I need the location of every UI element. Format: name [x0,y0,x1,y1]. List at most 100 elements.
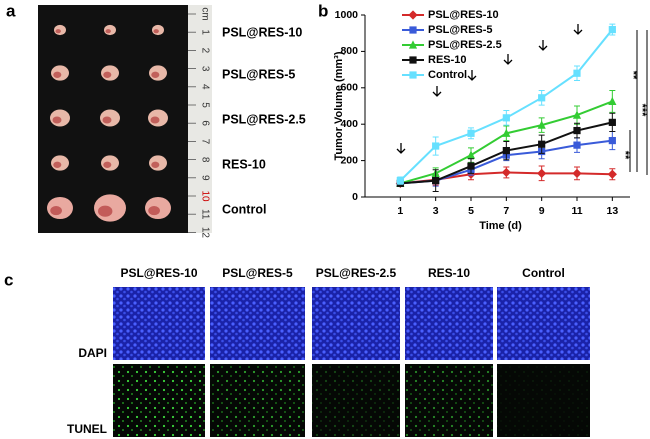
microscopy: c PSL@RES-10 PSL@RES-5 PSL@RES-2.5 RES-10 Con… [4,266,590,437]
marker [502,114,510,122]
marker [466,150,476,159]
tunel-image [405,364,493,437]
column-label: PSL@RES-10 [120,266,197,280]
x-axis-label: Time (d) [479,220,522,232]
legend-label: Control [428,69,467,81]
y-tick-label: 600 [340,82,358,94]
marker [408,10,418,20]
ruler-label: 12 [199,227,210,239]
legend-label: PSL@RES-2.5 [428,39,502,51]
tumor-spot [103,161,112,168]
x-tick-label: 3 [433,205,439,217]
significance: ** [627,71,639,80]
marker [608,118,616,126]
tumor-spot [52,116,62,124]
marker [409,56,417,64]
marker [573,126,581,135]
tumor-spot [151,71,160,78]
y-axis-label: Tumor Volume (mm³) [333,51,345,160]
significance: ** [619,151,631,160]
column-label: PSL@RES-2.5 [316,266,397,280]
tumor-spot [153,29,159,34]
y-tick-label: 400 [340,118,358,130]
tumor-spot [103,71,112,78]
ruler-label: 2 [199,48,210,54]
x-tick-label: 5 [468,205,474,217]
ruler-label: 4 [199,84,210,90]
ruler-label: 6 [199,120,210,126]
labels: PSL@RES-10 PSL@RES-5 PSL@RES-2.5 RES-10 Cont… [222,25,306,216]
tumor-spot [148,206,160,216]
ruler-label: 9 [199,175,210,181]
marker [408,40,418,49]
marker [573,141,581,149]
tumor-spot [151,161,160,168]
dapi-image [497,287,590,360]
panel-letter: a [6,1,16,20]
tumor-spot [98,205,113,217]
row-label: RES-10 [222,157,266,171]
dapi-image [210,287,305,360]
y-tick-label: 0 [352,191,358,203]
ruler-label: 3 [199,66,210,72]
dapi-image [312,287,400,360]
x-tick-label: 13 [606,205,618,217]
marker [608,25,616,34]
x-tick-label: 7 [503,205,509,217]
column-label: RES-10 [428,266,470,280]
ruler-label: 8 [199,157,210,163]
tunel-image [210,364,305,437]
row-label: PSL@RES-10 [222,25,302,39]
marker [409,71,417,79]
legend-label: PSL@RES-10 [428,9,499,21]
arrows [396,24,583,154]
significance-lines [629,30,648,175]
tumor-spot [50,206,62,216]
panel-letter: b [318,1,328,20]
x-tick-label: 11 [571,205,582,217]
marker [573,69,581,77]
row-label: Control [222,202,266,216]
dapi-image [405,287,493,360]
ruler-label: 11 [199,209,210,220]
x-tick-label: 1 [397,205,403,217]
marker [502,128,511,137]
marker [608,96,617,106]
marker [467,129,475,137]
tumor-spot [105,29,111,34]
tumor-spot [55,29,61,34]
panel-letter: c [4,270,13,289]
marker [409,26,417,34]
legend-label: PSL@RES-5 [428,24,493,36]
tunel-image [113,364,205,437]
marker [396,177,404,185]
marker [537,168,547,178]
tumor-spot [53,161,62,168]
ruler-label: 1 [199,29,210,35]
tumors [47,24,171,222]
tunel-image [312,364,400,437]
ruler-label: 5 [199,102,210,108]
marker [432,142,440,150]
tunel-image [497,364,590,437]
marker [501,167,511,178]
y-tick-label: 200 [340,154,358,166]
marker [608,136,616,145]
marker [607,169,617,179]
marker [467,162,475,170]
marker [502,146,510,155]
y-tick-label: 800 [340,45,358,57]
significance: *** [636,104,648,118]
row-label: DAPI [78,346,107,360]
y-tick-label: 1000 [335,9,359,21]
row-label: PSL@RES-5 [222,67,295,81]
marker [432,177,440,185]
tumor-spot [150,116,160,124]
marker [538,140,546,148]
tumor-spot [102,116,112,124]
ruler-label: 10 [199,190,210,202]
row-label: TUNEL [67,422,107,436]
marker [572,168,582,178]
